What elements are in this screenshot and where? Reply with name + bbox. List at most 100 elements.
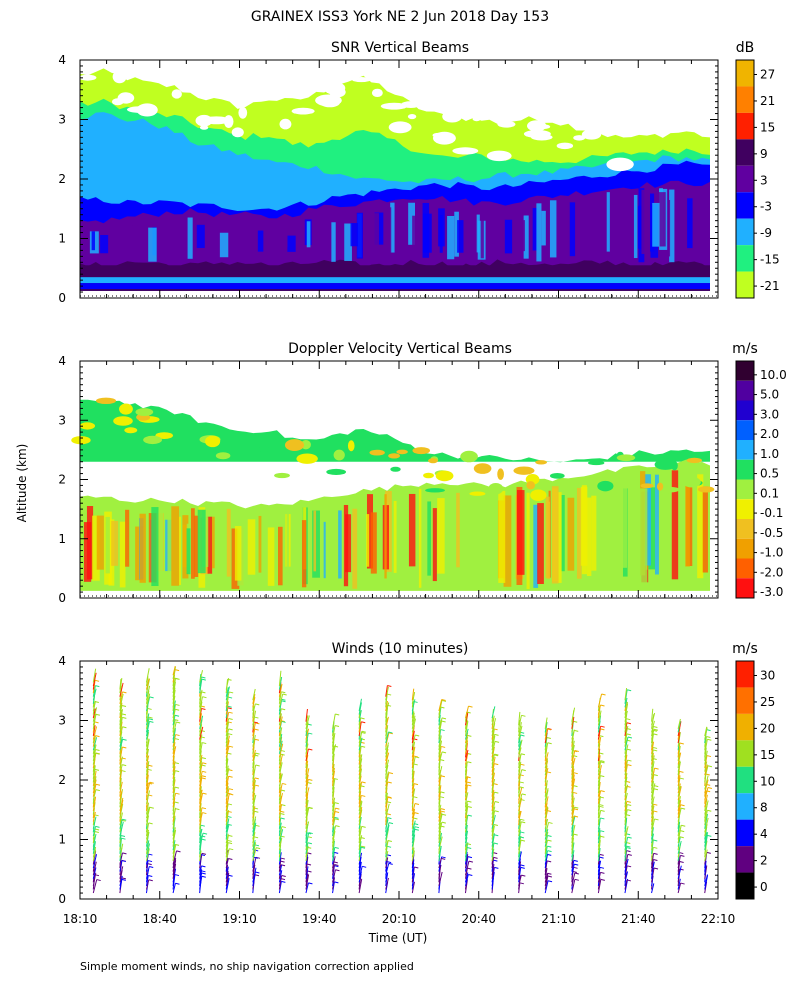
wind-barb-flag	[94, 828, 100, 831]
wind-barb	[624, 754, 628, 769]
wind-barb	[438, 808, 442, 819]
wind-barb	[225, 735, 230, 751]
doppler-streak	[366, 494, 374, 569]
wind-barb	[278, 740, 283, 754]
doppler-streak	[671, 470, 679, 580]
wind-barb-flag	[94, 814, 99, 817]
doppler-patch	[428, 458, 438, 464]
doppler-streak	[654, 474, 659, 575]
wind-barb	[145, 782, 149, 794]
snr-gap	[351, 76, 371, 83]
wind-barb-flag	[574, 878, 579, 881]
wind-barb-flag	[679, 742, 684, 745]
wind-barb-flag	[440, 810, 446, 813]
wind-barb	[438, 804, 442, 815]
wind-barb-flag	[388, 772, 394, 775]
wind-barb-flag	[255, 871, 260, 874]
wind-barb-flag	[653, 846, 658, 849]
wind-barb-flag	[626, 814, 631, 817]
wind-barb	[571, 750, 576, 765]
colorbar-cell	[736, 687, 754, 714]
wind-barb	[571, 879, 576, 894]
wind-barb	[597, 817, 601, 829]
wind-barb	[464, 761, 468, 772]
wind-barb-flag	[626, 879, 631, 882]
wind-barb-flag	[441, 821, 446, 824]
snr-streak	[666, 200, 671, 257]
wind-barb	[704, 840, 708, 854]
wind-barb	[464, 732, 469, 744]
wind-barb	[491, 864, 495, 876]
wind-barb-flag	[202, 770, 207, 773]
wind-barb-flag	[95, 735, 100, 738]
wind-barb	[464, 874, 469, 887]
snr-streak	[412, 215, 420, 251]
wind-barb	[411, 691, 416, 704]
wind-barb-flag	[201, 865, 206, 868]
wind-barb-flag	[201, 807, 207, 810]
wind-barb	[172, 709, 176, 722]
wind-barb	[172, 815, 176, 829]
wind-barb-flag	[654, 785, 659, 788]
wind-barb-flag	[308, 832, 313, 835]
wind-barb	[624, 722, 628, 737]
wind-barb-flag	[227, 839, 232, 842]
wind-barb	[438, 719, 442, 729]
wind-barb	[571, 778, 576, 794]
wind-barb-flag	[388, 862, 393, 865]
wind-barb	[385, 700, 388, 712]
wind-barb	[704, 727, 708, 740]
doppler-unit: m/s	[732, 341, 758, 357]
wind-barb	[358, 781, 363, 797]
colorbar-frame	[735, 59, 755, 299]
wind-barb-flag	[122, 818, 127, 821]
snr-streak	[536, 203, 542, 262]
wind-barb	[358, 791, 362, 804]
wind-barb	[278, 743, 284, 758]
doppler-streak	[151, 507, 159, 587]
wind-barb	[544, 806, 549, 819]
snr-gap	[112, 70, 127, 84]
wind-barb	[597, 710, 602, 726]
snr-streak	[196, 224, 205, 248]
wind-barb	[225, 740, 230, 754]
doppler-patch	[95, 415, 116, 421]
wind-barb-flag	[333, 777, 338, 780]
doppler-streak	[503, 495, 512, 587]
wind-barb	[385, 742, 389, 754]
wind-barb	[571, 834, 575, 847]
wind-barb	[597, 771, 602, 783]
wind-barb-flag	[520, 763, 525, 766]
wind-barb	[145, 782, 151, 797]
wind-barb	[225, 776, 230, 790]
wind-barb	[651, 752, 654, 765]
wind-barb	[704, 800, 709, 815]
wind-barb-flag	[95, 752, 100, 755]
wind-barb	[172, 695, 176, 708]
doppler-patch	[135, 408, 154, 416]
snr-gap	[452, 147, 479, 155]
wind-barb	[651, 847, 654, 858]
wind-barb	[411, 699, 416, 712]
wind-barb	[199, 689, 203, 701]
wind-barb-flag	[95, 748, 100, 751]
wind-barb	[145, 718, 150, 733]
wind-barb-flag	[228, 745, 234, 748]
wind-barb	[358, 800, 362, 812]
wind-barb	[704, 765, 709, 779]
snr-streak	[438, 208, 445, 247]
wind-barb-flag	[386, 854, 392, 857]
wind-barb-flag	[520, 818, 525, 821]
wind-barb	[438, 729, 442, 744]
wind-barb-flag	[654, 818, 659, 821]
wind-barb	[252, 729, 256, 740]
wind-barb	[225, 835, 229, 847]
colorbar-label: 10	[760, 774, 775, 788]
wind-barb	[651, 816, 654, 829]
wind-barb	[571, 850, 575, 862]
wind-barb-flag	[361, 825, 366, 828]
wind-barb	[92, 765, 96, 779]
wind-barb	[92, 879, 98, 894]
wind-barb	[225, 782, 229, 794]
